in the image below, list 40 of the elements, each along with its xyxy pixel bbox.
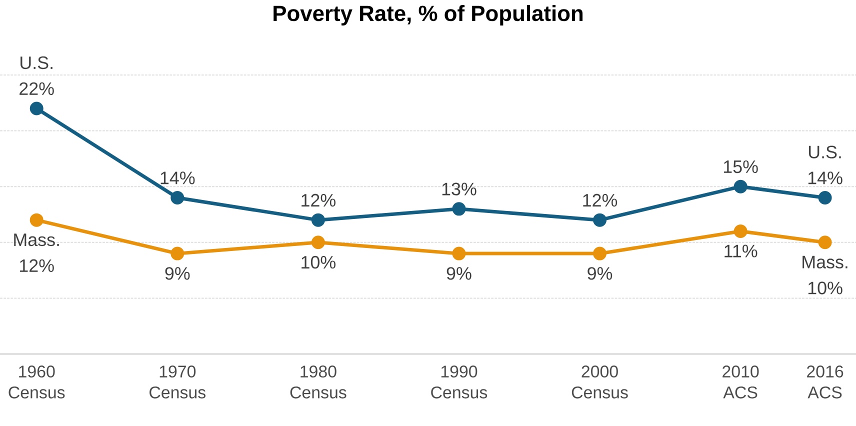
data-label: 22%: [20, 82, 54, 95]
x-tick-label: 1970 Census: [150, 366, 206, 398]
data-label: 13%: [442, 182, 476, 196]
text: Mass.: [802, 256, 848, 268]
x-tick-label: 1960 Census: [8, 366, 65, 398]
data-label: 10%: [302, 256, 336, 269]
x-tick-label: 2000 Census: [572, 366, 628, 398]
data-label: 9%: [446, 267, 472, 280]
point: [734, 180, 748, 194]
x-tick-label: 2010 ACS: [722, 366, 759, 398]
data-label: 9%: [588, 267, 612, 280]
text: U.S.: [808, 146, 841, 158]
data-label: 12%: [583, 194, 618, 207]
text: U.S.: [20, 56, 52, 70]
x-tick-label: 1980 Census: [290, 366, 346, 398]
point: [311, 236, 325, 250]
point: [30, 102, 44, 116]
data-label: 10%: [808, 282, 842, 294]
point: [30, 213, 44, 227]
point: [452, 246, 466, 260]
data-label: 11%: [724, 244, 758, 258]
x-tick-label: 1990 Census: [431, 366, 488, 398]
data-label: 12%: [20, 259, 54, 272]
point: [818, 191, 832, 205]
data-label: 12%: [302, 194, 336, 207]
data-label: 9%: [165, 267, 190, 280]
point: [734, 224, 748, 238]
point: [818, 236, 832, 250]
data-label: 14%: [160, 172, 195, 184]
data-label: 14%: [808, 172, 842, 184]
data-label: 15%: [724, 160, 758, 174]
point: [452, 202, 466, 216]
chart-title: Poverty Rate, % of Population: [274, 5, 583, 26]
point: [311, 213, 325, 227]
x-tick-label: 2016 ACS: [807, 366, 844, 398]
point: [593, 213, 607, 227]
point: [593, 246, 607, 260]
series-label: Mass.: [14, 234, 59, 246]
point: [170, 191, 184, 205]
point: [170, 246, 184, 260]
